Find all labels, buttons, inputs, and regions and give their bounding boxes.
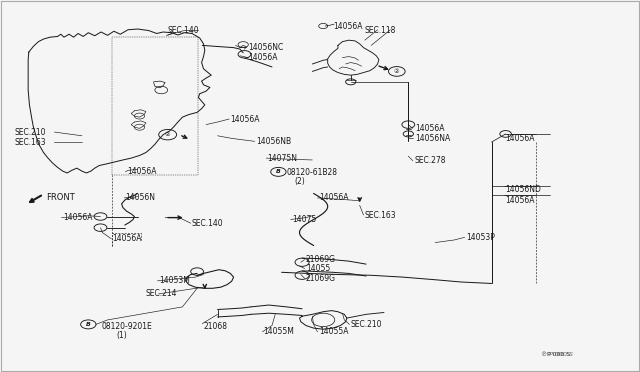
Text: 14056NC: 14056NC — [248, 43, 284, 52]
Text: 08120-61B28: 08120-61B28 — [287, 169, 338, 177]
Text: 14055: 14055 — [306, 264, 330, 273]
Text: 14056A: 14056A — [127, 167, 156, 176]
Text: 14056NB: 14056NB — [256, 137, 291, 146]
Text: SEC.118: SEC.118 — [365, 26, 396, 35]
Text: ②: ② — [165, 132, 170, 137]
Text: 08120-9201E: 08120-9201E — [101, 322, 152, 331]
Text: 14056A: 14056A — [415, 124, 444, 133]
Text: 14056A: 14056A — [506, 196, 535, 205]
Text: 14056A: 14056A — [248, 53, 278, 62]
Text: ℗ P 000 S: ℗ P 000 S — [541, 352, 573, 357]
Text: 21069G: 21069G — [306, 274, 336, 283]
Text: 14075: 14075 — [292, 215, 316, 224]
Text: FRONT: FRONT — [46, 193, 75, 202]
Text: SEC.214: SEC.214 — [146, 289, 177, 298]
Text: 14055M: 14055M — [264, 327, 294, 336]
Text: B: B — [86, 322, 91, 327]
Text: 14056A: 14056A — [506, 134, 535, 143]
Text: 14075N: 14075N — [268, 154, 298, 163]
Text: 21068: 21068 — [204, 322, 228, 331]
Text: (2): (2) — [294, 177, 305, 186]
Text: 14056A: 14056A — [63, 213, 92, 222]
Text: SEC.140: SEC.140 — [192, 219, 223, 228]
Text: 14056N: 14056N — [125, 193, 156, 202]
Text: 14053M: 14053M — [159, 276, 189, 285]
Text: 14056A: 14056A — [319, 193, 348, 202]
Text: SEC.278: SEC.278 — [415, 156, 446, 165]
Text: 14056NA: 14056NA — [415, 134, 450, 143]
Text: SEC.163: SEC.163 — [14, 138, 45, 147]
Text: 14056A: 14056A — [230, 115, 260, 124]
Text: 14056ND: 14056ND — [506, 185, 541, 194]
Text: 14055A: 14055A — [319, 327, 348, 336]
Text: 14056A: 14056A — [113, 234, 142, 243]
Text: SEC.210: SEC.210 — [351, 320, 382, 329]
Text: P 000 S: P 000 S — [547, 352, 570, 357]
Text: (1): (1) — [116, 331, 127, 340]
Text: 21069G: 21069G — [306, 255, 336, 264]
Text: SEC.140: SEC.140 — [168, 26, 199, 35]
Text: ②: ② — [394, 69, 399, 74]
Text: 14056A: 14056A — [333, 22, 362, 31]
Text: 14053P: 14053P — [466, 233, 495, 242]
Text: B: B — [276, 169, 281, 174]
Text: SEC.210: SEC.210 — [14, 128, 45, 137]
Text: SEC.163: SEC.163 — [365, 211, 396, 219]
